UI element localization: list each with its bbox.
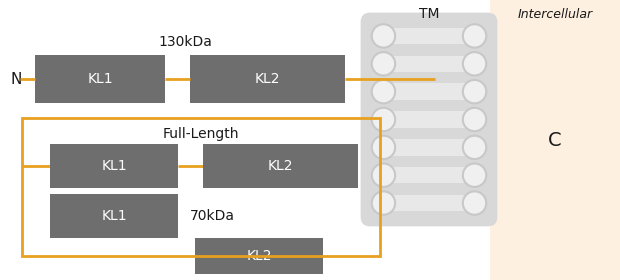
Circle shape: [463, 108, 486, 131]
Bar: [383, 139, 474, 156]
Bar: [383, 167, 474, 183]
Text: KL2: KL2: [268, 159, 293, 173]
Circle shape: [372, 24, 395, 48]
Text: C: C: [548, 130, 562, 150]
Text: TM: TM: [418, 7, 439, 21]
Circle shape: [372, 108, 395, 131]
Bar: [490, 0, 620, 280]
Text: N: N: [10, 71, 21, 87]
Bar: [383, 56, 474, 72]
Circle shape: [372, 136, 395, 159]
Text: KL1: KL1: [101, 209, 127, 223]
Circle shape: [463, 80, 486, 103]
Circle shape: [372, 80, 395, 103]
Text: 130kDa: 130kDa: [158, 35, 212, 49]
Text: Intercellular: Intercellular: [518, 8, 593, 20]
Circle shape: [463, 164, 486, 187]
Bar: [50, 194, 178, 238]
Circle shape: [372, 164, 395, 187]
Circle shape: [463, 136, 486, 159]
Bar: [50, 144, 178, 188]
Text: KL2: KL2: [246, 249, 272, 263]
Text: KL1: KL1: [87, 72, 113, 86]
FancyBboxPatch shape: [361, 13, 497, 226]
Bar: [383, 83, 474, 100]
Bar: [195, 238, 323, 274]
Bar: [190, 55, 345, 103]
Text: KL2: KL2: [255, 72, 280, 86]
Bar: [35, 55, 165, 103]
Text: KL1: KL1: [101, 159, 127, 173]
Bar: [383, 28, 474, 44]
Circle shape: [372, 52, 395, 76]
Bar: [383, 195, 474, 211]
Text: Full-Length: Full-Length: [162, 127, 239, 141]
Circle shape: [463, 52, 486, 76]
Circle shape: [372, 191, 395, 215]
Bar: [203, 144, 358, 188]
Text: 70kDa: 70kDa: [190, 209, 235, 223]
Bar: [383, 111, 474, 128]
Circle shape: [463, 191, 486, 215]
Circle shape: [463, 24, 486, 48]
